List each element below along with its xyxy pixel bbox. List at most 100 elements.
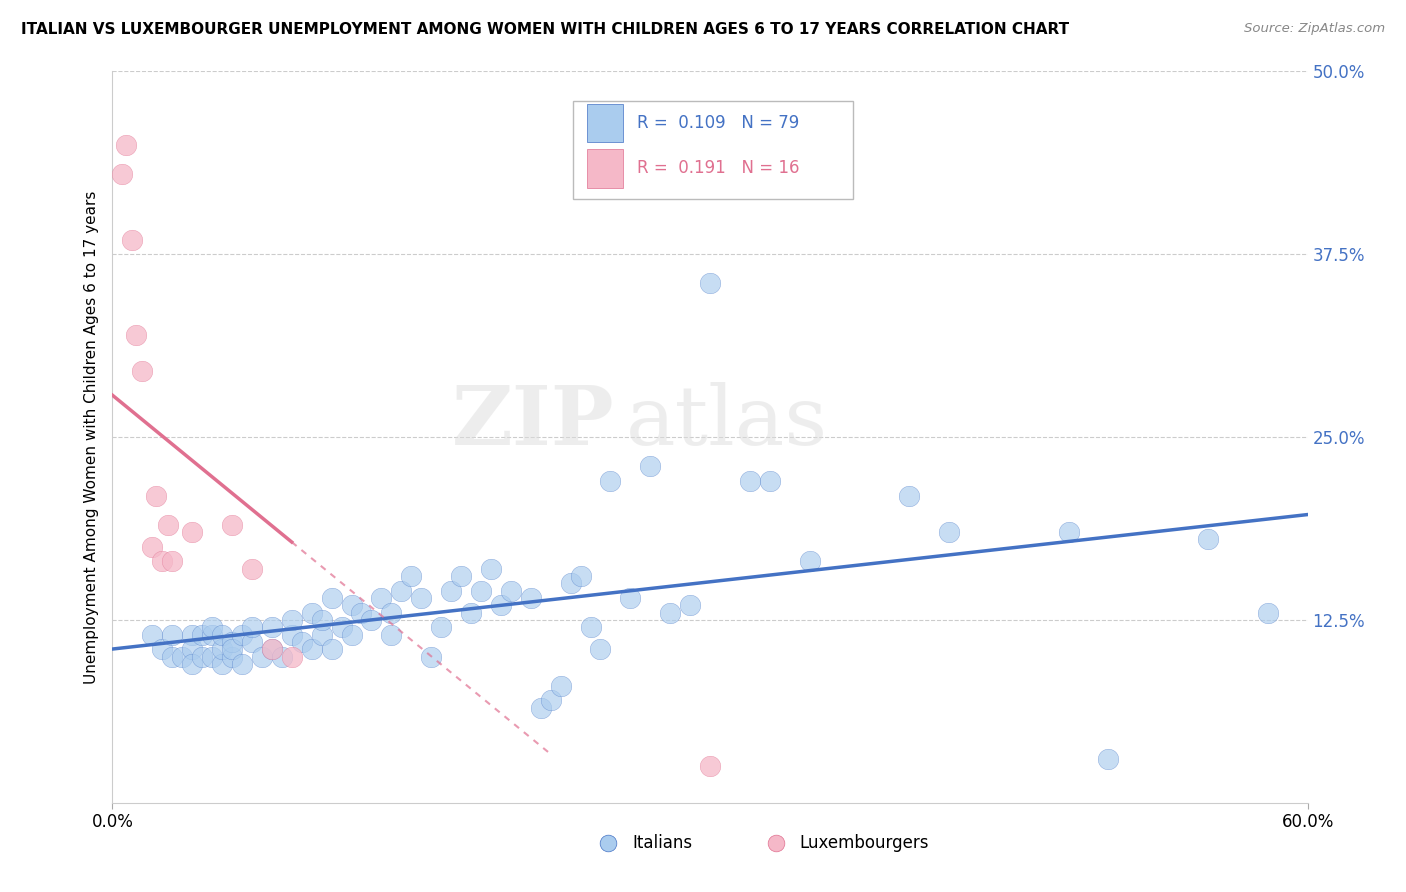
Point bbox=[260, 642, 283, 657]
Y-axis label: Unemployment Among Women with Children Ages 6 to 17 years: Unemployment Among Women with Children A… bbox=[83, 190, 98, 684]
Point bbox=[240, 620, 263, 634]
Point bbox=[221, 642, 243, 657]
Point bbox=[659, 606, 682, 620]
Point bbox=[240, 635, 263, 649]
Point bbox=[579, 620, 602, 634]
Point bbox=[191, 649, 214, 664]
Text: Source: ZipAtlas.com: Source: ZipAtlas.com bbox=[1244, 22, 1385, 36]
Text: atlas: atlas bbox=[627, 383, 828, 462]
Point bbox=[301, 642, 323, 657]
Point bbox=[1057, 525, 1080, 540]
Point bbox=[401, 569, 423, 583]
Point bbox=[699, 759, 721, 773]
Point bbox=[221, 517, 243, 532]
Point bbox=[131, 364, 153, 378]
Point bbox=[281, 627, 304, 641]
Point bbox=[201, 620, 224, 634]
Point bbox=[389, 583, 412, 598]
Point bbox=[599, 474, 621, 488]
Text: ITALIAN VS LUXEMBOURGER UNEMPLOYMENT AMONG WOMEN WITH CHILDREN AGES 6 TO 17 YEAR: ITALIAN VS LUXEMBOURGER UNEMPLOYMENT AMO… bbox=[21, 22, 1069, 37]
Point bbox=[162, 649, 183, 664]
Point bbox=[799, 554, 821, 568]
Point bbox=[162, 554, 183, 568]
Point bbox=[111, 167, 134, 181]
Point bbox=[499, 583, 522, 598]
Point bbox=[470, 583, 492, 598]
Point bbox=[340, 599, 363, 613]
Point bbox=[231, 627, 253, 641]
Point bbox=[181, 525, 204, 540]
Point bbox=[520, 591, 543, 605]
Point bbox=[619, 591, 641, 605]
Point bbox=[450, 569, 472, 583]
Point bbox=[211, 657, 233, 671]
Point bbox=[240, 562, 263, 576]
Point bbox=[157, 517, 180, 532]
FancyBboxPatch shape bbox=[572, 101, 853, 200]
Bar bbox=[586, 104, 623, 142]
Text: R =  0.109   N = 79: R = 0.109 N = 79 bbox=[637, 114, 800, 132]
Point bbox=[540, 693, 562, 707]
Point bbox=[550, 679, 572, 693]
Point bbox=[231, 657, 253, 671]
Point bbox=[181, 642, 204, 657]
Point bbox=[938, 525, 960, 540]
Point bbox=[201, 649, 224, 664]
Point bbox=[350, 606, 373, 620]
Point bbox=[191, 627, 214, 641]
Point bbox=[270, 649, 292, 664]
Point bbox=[440, 583, 463, 598]
Point bbox=[489, 599, 512, 613]
Point bbox=[1097, 752, 1119, 766]
Point bbox=[380, 606, 402, 620]
Text: ZIP: ZIP bbox=[451, 383, 614, 462]
Point bbox=[898, 489, 921, 503]
Point bbox=[125, 327, 148, 342]
Point bbox=[321, 591, 343, 605]
Point bbox=[1197, 533, 1219, 547]
Point bbox=[281, 613, 304, 627]
Point bbox=[221, 635, 243, 649]
Point bbox=[260, 620, 283, 634]
Point bbox=[250, 649, 273, 664]
Point bbox=[311, 627, 333, 641]
Point bbox=[340, 627, 363, 641]
Point bbox=[145, 489, 167, 503]
Point bbox=[699, 277, 721, 291]
Point bbox=[321, 642, 343, 657]
Point bbox=[121, 233, 143, 247]
Point bbox=[330, 620, 353, 634]
Point bbox=[460, 606, 482, 620]
Point bbox=[759, 474, 782, 488]
Point bbox=[411, 591, 433, 605]
Point bbox=[640, 459, 662, 474]
Point bbox=[1257, 606, 1279, 620]
Point bbox=[115, 137, 138, 152]
Point bbox=[150, 554, 173, 568]
Point bbox=[479, 562, 502, 576]
Point bbox=[569, 569, 592, 583]
Point bbox=[141, 627, 163, 641]
Point bbox=[221, 649, 243, 664]
Point bbox=[172, 649, 194, 664]
Text: Italians: Italians bbox=[633, 834, 693, 852]
Point bbox=[301, 606, 323, 620]
Point bbox=[679, 599, 702, 613]
Point bbox=[380, 627, 402, 641]
Point bbox=[141, 540, 163, 554]
Point bbox=[181, 627, 204, 641]
Point bbox=[211, 627, 233, 641]
Point bbox=[420, 649, 443, 664]
Point bbox=[150, 642, 173, 657]
Point bbox=[560, 576, 582, 591]
Text: Luxembourgers: Luxembourgers bbox=[800, 834, 929, 852]
Point bbox=[181, 657, 204, 671]
Point bbox=[201, 627, 224, 641]
Point bbox=[211, 642, 233, 657]
Point bbox=[430, 620, 453, 634]
Point bbox=[738, 474, 761, 488]
Point bbox=[281, 649, 304, 664]
Point bbox=[530, 700, 553, 714]
Point bbox=[360, 613, 382, 627]
Point bbox=[311, 613, 333, 627]
